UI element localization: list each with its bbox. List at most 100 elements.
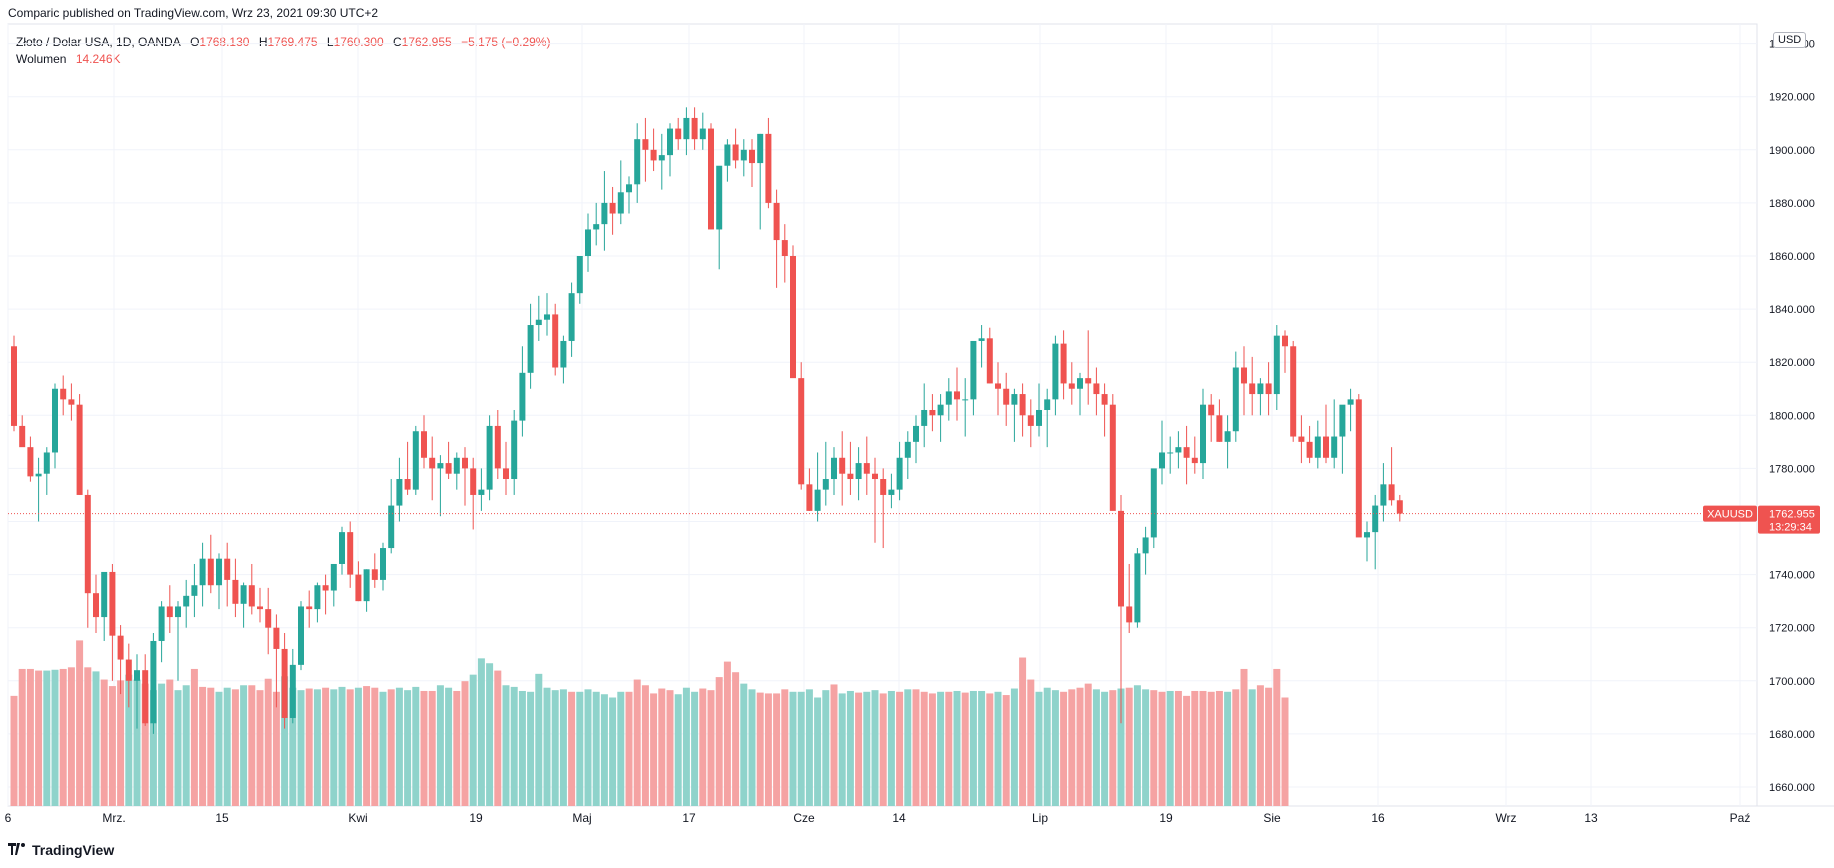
candle-up[interactable]: [962, 399, 969, 401]
candle-up[interactable]: [888, 489, 895, 495]
candle-up[interactable]: [535, 319, 542, 326]
candle-up[interactable]: [1011, 394, 1018, 405]
candle-down[interactable]: [650, 149, 657, 161]
candle-down[interactable]: [421, 431, 427, 458]
candle-down[interactable]: [1019, 394, 1026, 416]
candle-up[interactable]: [1372, 505, 1379, 533]
candle-down[interactable]: [863, 463, 870, 474]
candle-down[interactable]: [691, 117, 698, 140]
candle-up[interactable]: [757, 133, 764, 164]
symbol-label[interactable]: Złoto / Dolar USA, 1D, OANDA: [16, 35, 181, 49]
candle-up[interactable]: [814, 489, 821, 511]
candle-down[interactable]: [322, 585, 329, 591]
candle-up[interactable]: [937, 404, 944, 416]
candle-up[interactable]: [626, 184, 632, 193]
candle-up[interactable]: [855, 463, 862, 480]
candle-down[interactable]: [19, 425, 26, 448]
candle-up[interactable]: [339, 532, 345, 564]
candle-up[interactable]: [585, 229, 591, 256]
candle-down[interactable]: [790, 256, 796, 379]
candle-down[interactable]: [609, 202, 616, 214]
candle-up[interactable]: [568, 293, 575, 341]
candle-up[interactable]: [1077, 378, 1083, 389]
candle-up[interactable]: [191, 585, 198, 596]
candle-down[interactable]: [281, 648, 288, 718]
candle-down[interactable]: [142, 670, 149, 724]
candle-up[interactable]: [199, 558, 206, 586]
candle-down[interactable]: [1027, 415, 1034, 426]
candle-up[interactable]: [298, 606, 304, 665]
candle-up[interactable]: [667, 128, 673, 156]
candle-up[interactable]: [453, 457, 460, 474]
candle-up[interactable]: [1036, 409, 1042, 426]
candle-up[interactable]: [486, 425, 493, 490]
candle-down[interactable]: [1109, 404, 1116, 511]
candle-down[interactable]: [371, 569, 378, 580]
candle-up[interactable]: [724, 144, 731, 166]
candle-down[interactable]: [355, 574, 362, 602]
candle-up[interactable]: [437, 463, 444, 469]
candle-down[interactable]: [166, 606, 173, 618]
candle-down[interactable]: [125, 659, 132, 681]
candle-down[interactable]: [995, 383, 1001, 389]
candle-down[interactable]: [257, 606, 263, 610]
candle-up[interactable]: [560, 340, 567, 368]
candle-down[interactable]: [429, 457, 436, 469]
candle-up[interactable]: [101, 571, 108, 618]
candle-up[interactable]: [617, 192, 624, 214]
candle-down[interactable]: [207, 558, 214, 586]
candle-down[interactable]: [1323, 436, 1329, 458]
candle-up[interactable]: [593, 224, 600, 230]
candle-down[interactable]: [839, 457, 846, 474]
candle-down[interactable]: [986, 338, 993, 384]
candle-up[interactable]: [52, 388, 58, 453]
candle-up[interactable]: [240, 585, 247, 604]
candle-down[interactable]: [1003, 388, 1010, 405]
candle-up[interactable]: [1150, 468, 1157, 538]
candle-up[interactable]: [970, 340, 977, 400]
candle-up[interactable]: [658, 155, 665, 161]
candle-up[interactable]: [1134, 553, 1141, 623]
candle-down[interactable]: [273, 627, 280, 649]
candle-down[interactable]: [404, 479, 411, 490]
candle-down[interactable]: [847, 473, 854, 480]
candle-up[interactable]: [388, 505, 395, 549]
candle-up[interactable]: [412, 431, 419, 490]
candle-up[interactable]: [913, 425, 919, 442]
candle-down[interactable]: [1290, 346, 1297, 437]
candle-down[interactable]: [642, 139, 649, 150]
candle-down[interactable]: [27, 447, 34, 477]
candle-up[interactable]: [831, 457, 837, 480]
candle-up[interactable]: [601, 202, 608, 225]
candle-down[interactable]: [1265, 383, 1272, 395]
candle-down[interactable]: [1068, 383, 1075, 389]
candle-up[interactable]: [314, 585, 321, 610]
candle-up[interactable]: [289, 664, 296, 718]
candle-up[interactable]: [511, 420, 518, 480]
candle-down[interactable]: [675, 128, 682, 140]
candle-down[interactable]: [1306, 441, 1313, 458]
candle-down[interactable]: [1216, 415, 1223, 442]
candle-up[interactable]: [699, 128, 706, 140]
candle-down[interactable]: [84, 494, 91, 594]
candle-down[interactable]: [306, 606, 313, 610]
candle-down[interactable]: [1118, 510, 1124, 607]
candle-up[interactable]: [216, 558, 222, 586]
candle-down[interactable]: [347, 532, 354, 575]
candle-down[interactable]: [11, 346, 17, 426]
candle-down[interactable]: [109, 571, 116, 636]
candle-down[interactable]: [781, 240, 788, 256]
candle-up[interactable]: [1257, 383, 1264, 395]
candle-up[interactable]: [478, 489, 485, 495]
candle-up[interactable]: [150, 640, 157, 724]
candle-down[interactable]: [806, 484, 813, 511]
candle-down[interactable]: [708, 128, 714, 230]
candle-up[interactable]: [1273, 335, 1280, 395]
candle-up[interactable]: [1347, 399, 1354, 405]
candle-up[interactable]: [1380, 484, 1387, 506]
candle-down[interactable]: [76, 404, 83, 495]
candle-down[interactable]: [552, 314, 559, 368]
candle-up[interactable]: [1314, 436, 1321, 458]
candle-down[interactable]: [1249, 383, 1256, 395]
